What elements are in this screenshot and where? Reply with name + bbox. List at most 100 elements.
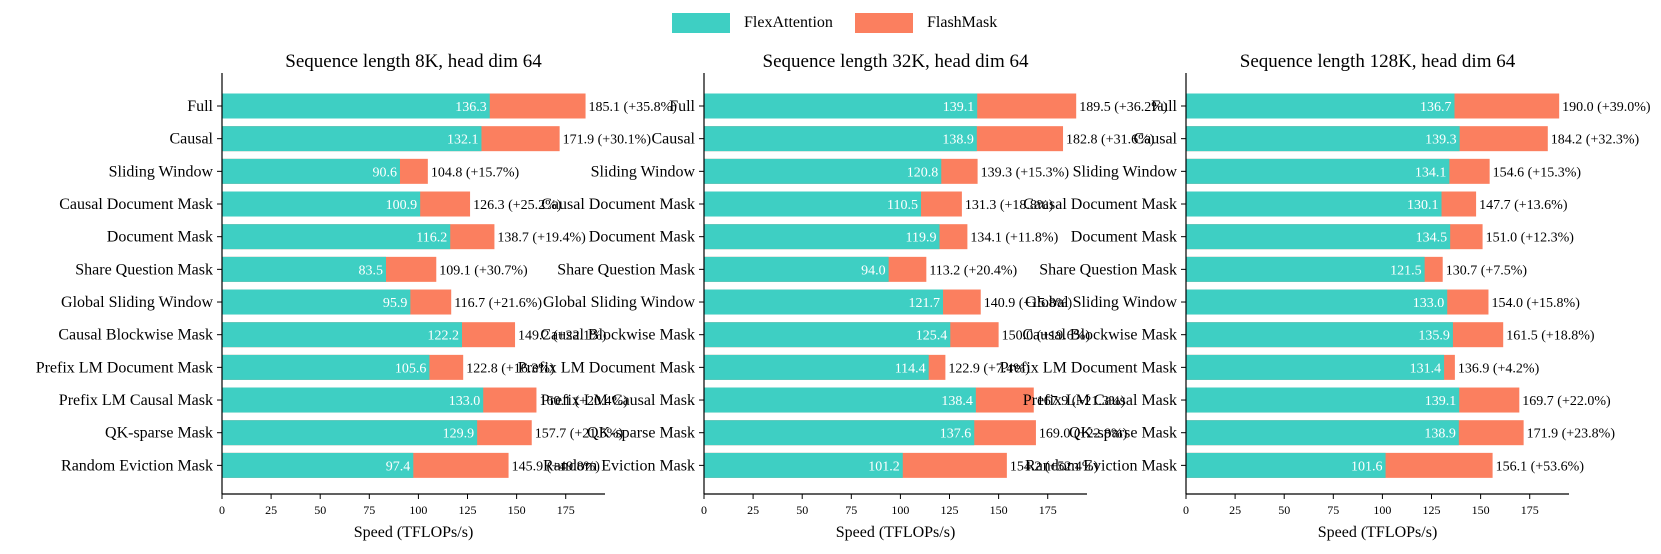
y-tick-label-global-sliding-window: Global Sliding Window bbox=[1025, 294, 1177, 311]
y-tick-label-prefix-lm-document-mask: Prefix LM Document Mask bbox=[36, 359, 213, 376]
bar-label-flashmask: 109.1 (+30.7%) bbox=[439, 263, 528, 278]
bar-label-flexattention: 119.9 bbox=[906, 231, 937, 246]
legend-item-flashmask: FlashMask bbox=[855, 10, 997, 36]
x-tick-label: 75 bbox=[1327, 503, 1339, 517]
bar-flexattention bbox=[704, 126, 977, 152]
y-tick-label-causal: Causal bbox=[651, 131, 695, 148]
x-tick-label: 125 bbox=[1423, 503, 1441, 517]
x-tick-label: 100 bbox=[891, 503, 909, 517]
y-tick-label-sliding-window: Sliding Window bbox=[1073, 163, 1178, 180]
bar-flexattention bbox=[704, 191, 922, 217]
chart-title: Sequence length 8K, head dim 64 bbox=[285, 51, 542, 72]
y-tick-label-causal-blockwise-mask: Causal Blockwise Mask bbox=[540, 327, 695, 344]
x-tick-label: 50 bbox=[796, 503, 808, 517]
bar-label-flexattention: 135.9 bbox=[1418, 329, 1450, 344]
bar-label-flashmask: 151.0 (+12.3%) bbox=[1486, 231, 1575, 246]
bar-label-flashmask: 150.0 (+19.6%) bbox=[1002, 329, 1091, 344]
bar-label-flashmask: 182.8 (+31.6%) bbox=[1066, 133, 1155, 148]
bar-label-flexattention: 130.1 bbox=[1407, 198, 1439, 213]
bar-label-flashmask: 190.0 (+39.0%) bbox=[1562, 100, 1651, 115]
y-tick-label-prefix-lm-causal-mask: Prefix LM Causal Mask bbox=[541, 392, 695, 409]
bar-flexattention bbox=[222, 322, 463, 348]
x-tick-label: 175 bbox=[1039, 503, 1057, 517]
y-tick-label-prefix-lm-document-mask: Prefix LM Document Mask bbox=[518, 359, 695, 376]
bar-label-flashmask: 160.1 (+20.4%) bbox=[539, 394, 628, 409]
x-tick-label: 150 bbox=[508, 503, 526, 517]
x-tick-label: 0 bbox=[219, 503, 225, 517]
y-tick-label-share-question-mask: Share Question Mask bbox=[557, 261, 695, 278]
bar-flexattention bbox=[1186, 191, 1442, 217]
bar-label-flexattention: 137.6 bbox=[940, 427, 972, 442]
y-tick-label-causal-blockwise-mask: Causal Blockwise Mask bbox=[1022, 327, 1177, 344]
bar-label-flexattention: 134.1 bbox=[1415, 165, 1447, 180]
bar-label-flexattention: 121.5 bbox=[1390, 263, 1422, 278]
x-tick-label: 50 bbox=[1278, 503, 1290, 517]
bar-label-flexattention: 132.1 bbox=[447, 133, 479, 148]
y-tick-label-full: Full bbox=[669, 98, 695, 115]
bar-label-flexattention: 138.9 bbox=[942, 133, 974, 148]
bar-flexattention bbox=[222, 354, 430, 380]
y-tick-label-share-question-mask: Share Question Mask bbox=[1039, 261, 1177, 278]
bar-label-flashmask: 171.9 (+30.1%) bbox=[563, 133, 652, 148]
bar-label-flashmask: 126.3 (+25.2%) bbox=[473, 198, 562, 213]
x-tick-label: 0 bbox=[1183, 503, 1189, 517]
x-axis-label: Speed (TFLOPs/s) bbox=[354, 524, 474, 541]
bar-flexattention bbox=[1186, 322, 1453, 348]
bar-label-flashmask: 171.9 (+23.8%) bbox=[1527, 427, 1616, 442]
bar-label-flashmask: 113.2 (+20.4%) bbox=[929, 263, 1017, 278]
bar-flexattention bbox=[222, 224, 451, 250]
bar-label-flashmask: 149.2 (+22.1%) bbox=[518, 329, 607, 344]
chart-panel-1: Sequence length 8K, head dim 64 136.3 185.… bbox=[36, 51, 678, 541]
y-tick-label-sliding-window: Sliding Window bbox=[109, 163, 214, 180]
chart-title: Sequence length 32K, head dim 64 bbox=[763, 51, 1029, 72]
bar-label-flashmask: 169.7 (+22.0%) bbox=[1522, 394, 1611, 409]
x-tick-label: 150 bbox=[990, 503, 1008, 517]
x-tick-label: 125 bbox=[459, 503, 477, 517]
bar-label-flashmask: 140.9 (+15.8%) bbox=[984, 296, 1073, 311]
bar-label-flashmask: 139.3 (+15.3%) bbox=[981, 165, 1070, 180]
bar-label-flexattention: 110.5 bbox=[887, 198, 918, 213]
bar-label-flashmask: 134.1 (+11.8%) bbox=[970, 231, 1058, 246]
bar-flexattention bbox=[704, 224, 940, 250]
x-axis-label: Speed (TFLOPs/s) bbox=[836, 524, 956, 541]
y-tick-label-global-sliding-window: Global Sliding Window bbox=[543, 294, 695, 311]
chart-title: Sequence length 128K, head dim 64 bbox=[1240, 51, 1516, 72]
bar-label-flexattention: 133.0 bbox=[1413, 296, 1445, 311]
y-tick-label-causal-document-mask: Causal Document Mask bbox=[59, 196, 213, 213]
bar-label-flashmask: 184.2 (+32.3%) bbox=[1551, 133, 1640, 148]
bar-label-flexattention: 94.0 bbox=[861, 263, 886, 278]
y-tick-label-global-sliding-window: Global Sliding Window bbox=[61, 294, 213, 311]
y-tick-label-qk-sparse-mask: QK-sparse Mask bbox=[1069, 425, 1177, 442]
bar-label-flexattention: 105.6 bbox=[395, 361, 427, 376]
bar-flexattention bbox=[222, 387, 484, 413]
y-tick-label-causal: Causal bbox=[1133, 131, 1177, 148]
bar-label-flexattention: 139.1 bbox=[1425, 394, 1457, 409]
x-tick-label: 0 bbox=[701, 503, 707, 517]
bar-label-flashmask: 104.8 (+15.7%) bbox=[431, 165, 520, 180]
bar-flexattention bbox=[222, 191, 421, 217]
x-tick-label: 25 bbox=[1229, 503, 1241, 517]
bar-flexattention bbox=[1186, 420, 1459, 446]
y-tick-label-random-eviction-mask: Random Eviction Mask bbox=[543, 457, 695, 474]
bar-flexattention bbox=[222, 256, 387, 282]
bar-label-flexattention: 129.9 bbox=[443, 427, 475, 442]
bar-label-flexattention: 90.6 bbox=[372, 165, 397, 180]
bar-label-flexattention: 136.7 bbox=[1420, 100, 1452, 115]
x-tick-label: 125 bbox=[941, 503, 959, 517]
bar-flexattention bbox=[1186, 256, 1425, 282]
bar-flexattention bbox=[222, 93, 490, 119]
bar-label-flashmask: 122.8 (+16.3%) bbox=[466, 361, 555, 376]
bar-label-flexattention: 114.4 bbox=[895, 361, 926, 376]
legend-item-flexattention: FlexAttention bbox=[672, 10, 833, 36]
bar-flexattention bbox=[1186, 452, 1386, 478]
bar-label-flashmask: 147.7 (+13.6%) bbox=[1479, 198, 1568, 213]
y-tick-label-prefix-lm-causal-mask: Prefix LM Causal Mask bbox=[59, 392, 213, 409]
y-tick-label-full: Full bbox=[187, 98, 213, 115]
bar-label-flashmask: 169.0 (+22.8%) bbox=[1039, 427, 1128, 442]
y-tick-label-qk-sparse-mask: QK-sparse Mask bbox=[587, 425, 695, 442]
bar-label-flashmask: 154.2 (+52.4%) bbox=[1010, 459, 1099, 474]
chart-panel-2: Sequence length 32K, head dim 64 139.1 189… bbox=[518, 51, 1168, 541]
bar-flexattention bbox=[704, 93, 978, 119]
bar-flexattention bbox=[1186, 354, 1445, 380]
bar-flexattention bbox=[1186, 387, 1460, 413]
